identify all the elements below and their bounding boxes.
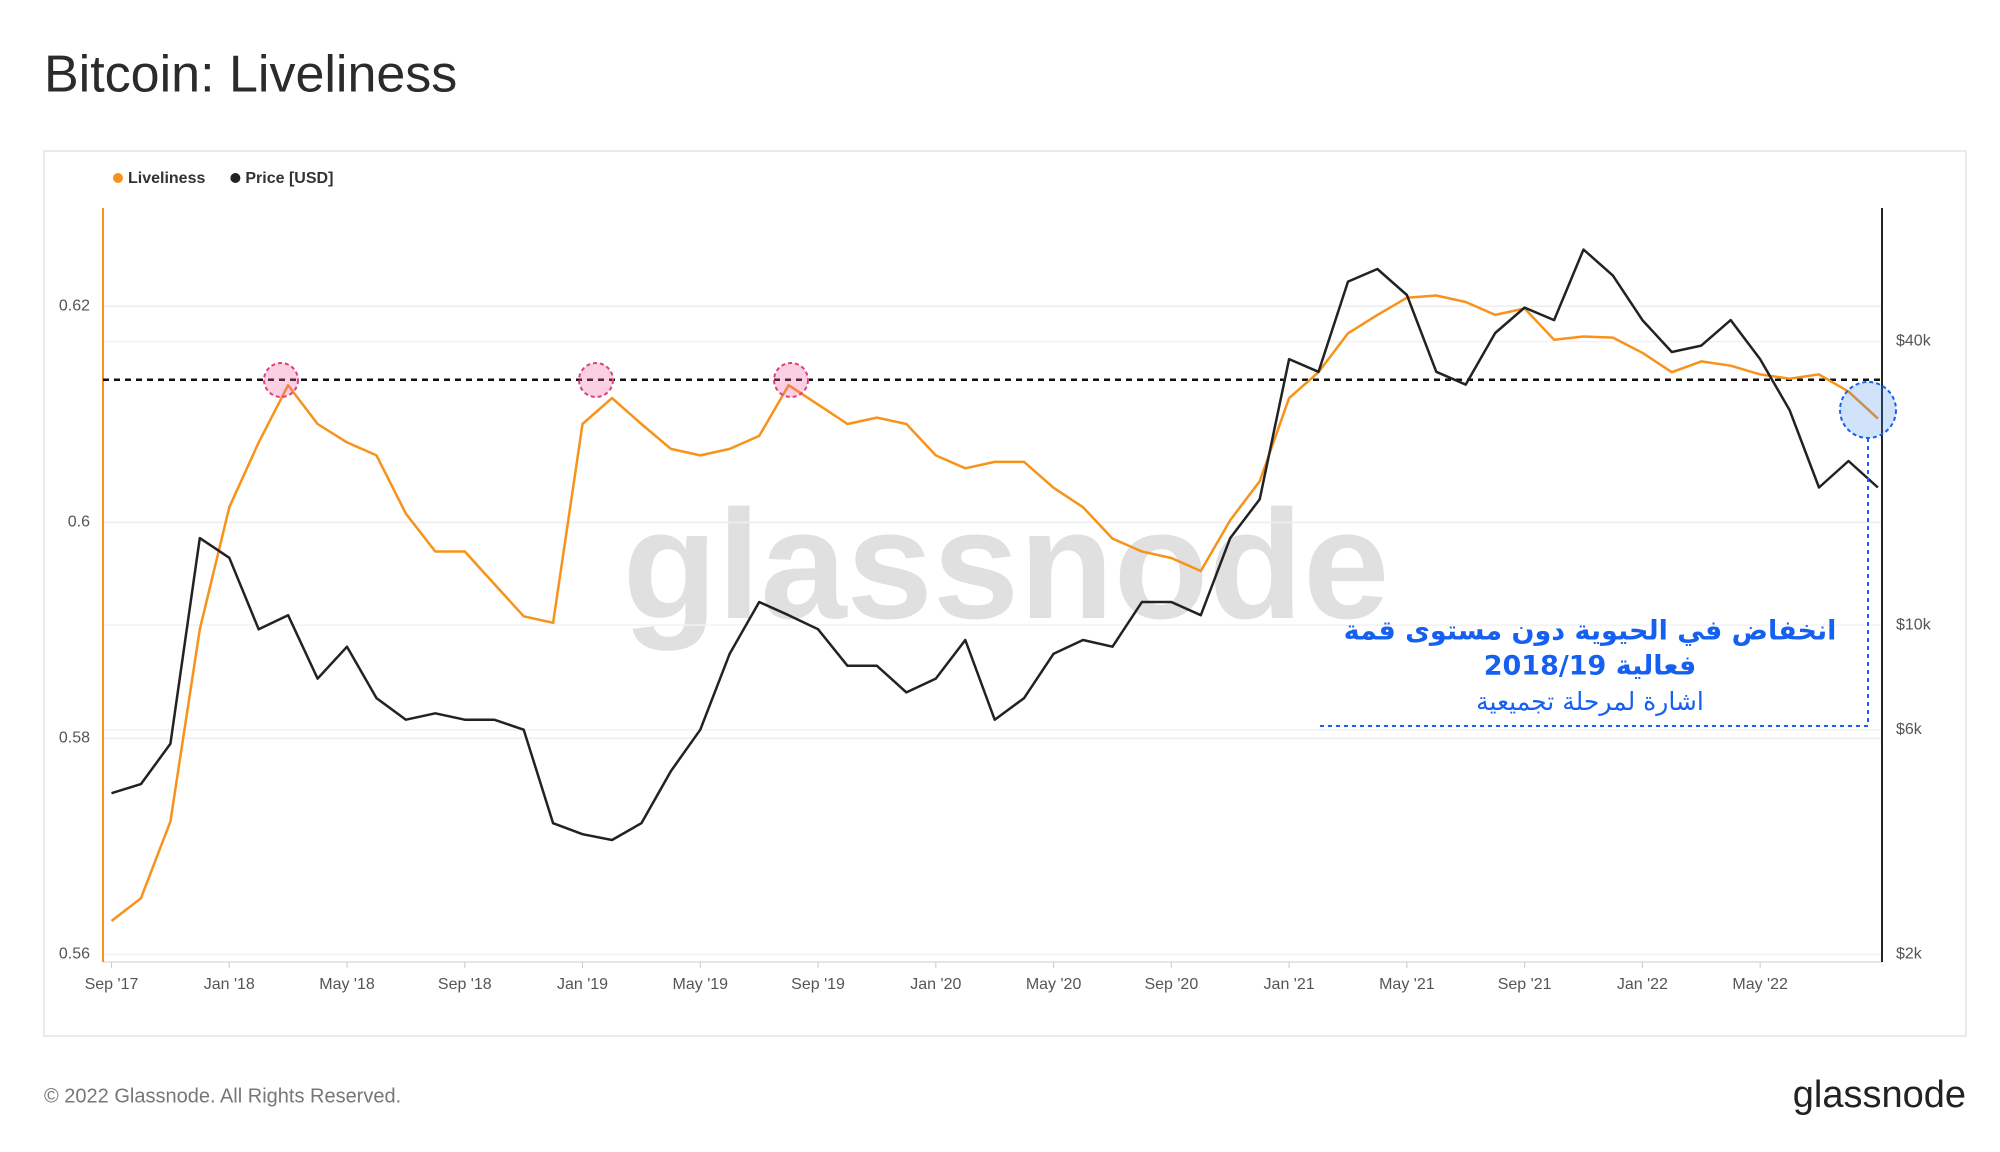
x-tick-label: May '19 [673,976,729,993]
chart-title: Bitcoin: Liveliness [44,46,457,104]
x-tick-label: Sep '17 [85,976,139,993]
annotation: فعالية 2018/19 [1484,651,1697,682]
x-tick-label: Jan '19 [557,976,608,993]
x-tick-label: May '21 [1379,976,1435,993]
series-line [111,248,1879,842]
x-tick-label: Jan '18 [204,976,255,993]
legend-label: Price [USD] [245,170,333,187]
legend-marker [230,173,241,183]
x-tick-label: May '22 [1732,976,1788,993]
y-tick-label: 0.6 [68,514,90,531]
logo: glassnode [1793,1074,1966,1116]
annotation: اشارة لمرحلة تجميعية [1476,687,1704,716]
y2-tick-label: $40k [1896,333,1932,350]
y2-tick-label: $10k [1896,616,1932,633]
x-tick-label: Jan '20 [910,976,961,993]
highlight-circle [263,362,299,398]
series-line [110,294,1879,922]
x-tick-label: Sep '20 [1144,976,1198,993]
legend-marker [113,173,123,183]
highlight-circle [578,362,614,398]
plot-area: 0.56 0.58 0.6 0.62 $2k $6k $10k $40k Sep '17 Jan … [59,208,1932,993]
y-tick-label: 0.58 [59,730,90,747]
highlight-circle [773,362,809,398]
x-tick-label: Sep '19 [791,976,845,993]
annotation: انخفاض في الحيوية دون مستوى قمة [1344,616,1837,647]
y2-tick-label: $2k [1896,946,1923,963]
y2-tick-label: $6k [1896,721,1923,738]
x-tick-label: Jan '22 [1617,976,1668,993]
legend-label: Liveliness [128,170,205,187]
highlight-circle [1839,381,1897,439]
x-tick-label: Sep '18 [438,976,492,993]
footer: © 2022 Glassnode. All Rights Reserved. [44,1085,401,1107]
x-tick-label: Jan '21 [1264,976,1315,993]
x-tick-label: Sep '21 [1498,976,1552,993]
watermark: glassnode [623,478,1390,651]
x-tick-label: May '18 [319,976,375,993]
chart-frame [43,150,1967,1037]
x-tick-label: May '20 [1026,976,1082,993]
y-tick-label: 0.62 [59,298,90,315]
y-tick-label: 0.56 [59,946,90,963]
